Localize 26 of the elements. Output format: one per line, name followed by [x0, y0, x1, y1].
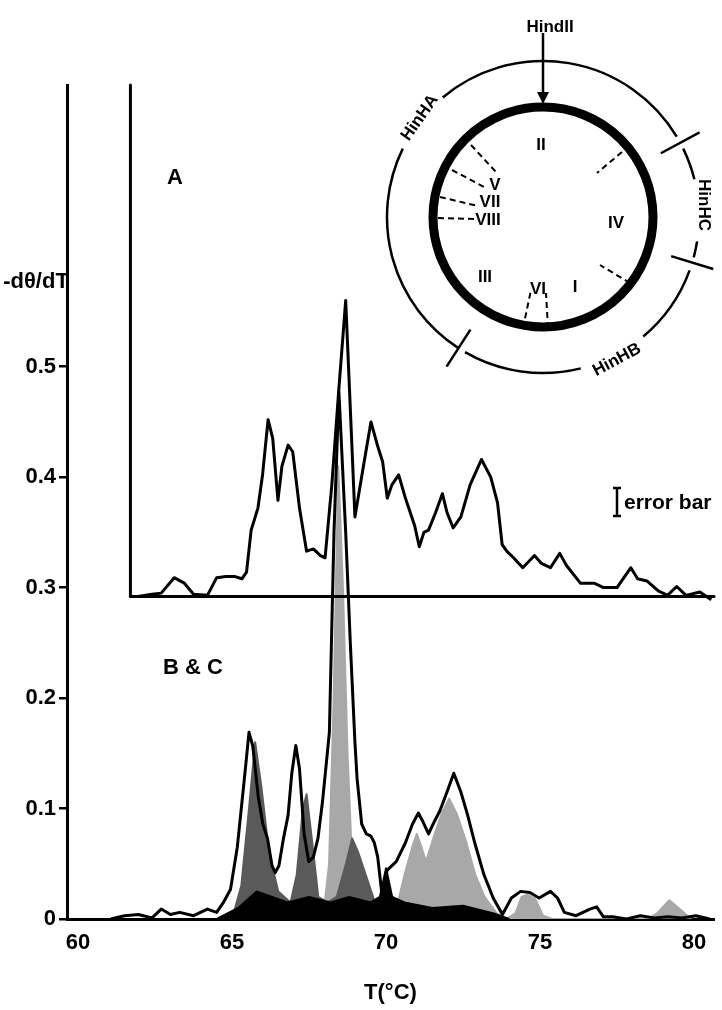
- x-tick-label: 80: [681, 929, 707, 955]
- annotation: VIII: [475, 210, 501, 230]
- y-tick-label: 0.4: [25, 463, 57, 489]
- y-axis-title: -dθ/dT: [3, 268, 70, 294]
- y-tick-label: 0.2: [25, 684, 56, 710]
- annotation: error bar: [624, 489, 712, 513]
- annotation: I: [572, 277, 578, 297]
- x-axis-title: T(°C): [364, 978, 417, 1004]
- x-tick-label: 65: [219, 929, 245, 955]
- annotation: II: [536, 135, 546, 155]
- text: HindII: [526, 17, 574, 37]
- annotation: HinHC: [694, 179, 714, 231]
- x-tick-label: 70: [373, 929, 399, 955]
- annotation: VI: [529, 279, 547, 299]
- annotation: III: [477, 267, 493, 287]
- x-tick-label: 60: [65, 929, 91, 955]
- annotation: A: [167, 163, 184, 189]
- x-tick-label: 75: [527, 929, 553, 955]
- y-tick-label: 0.1: [25, 794, 56, 820]
- annotation: IV: [607, 213, 625, 233]
- annotation: B & C: [163, 653, 224, 679]
- y-tick-label: 0.3: [25, 573, 56, 599]
- y-tick-label: 0.5: [25, 352, 56, 378]
- y-tick-label: 0: [43, 905, 56, 931]
- annotation: VII: [479, 192, 501, 212]
- annotation: V: [489, 175, 502, 195]
